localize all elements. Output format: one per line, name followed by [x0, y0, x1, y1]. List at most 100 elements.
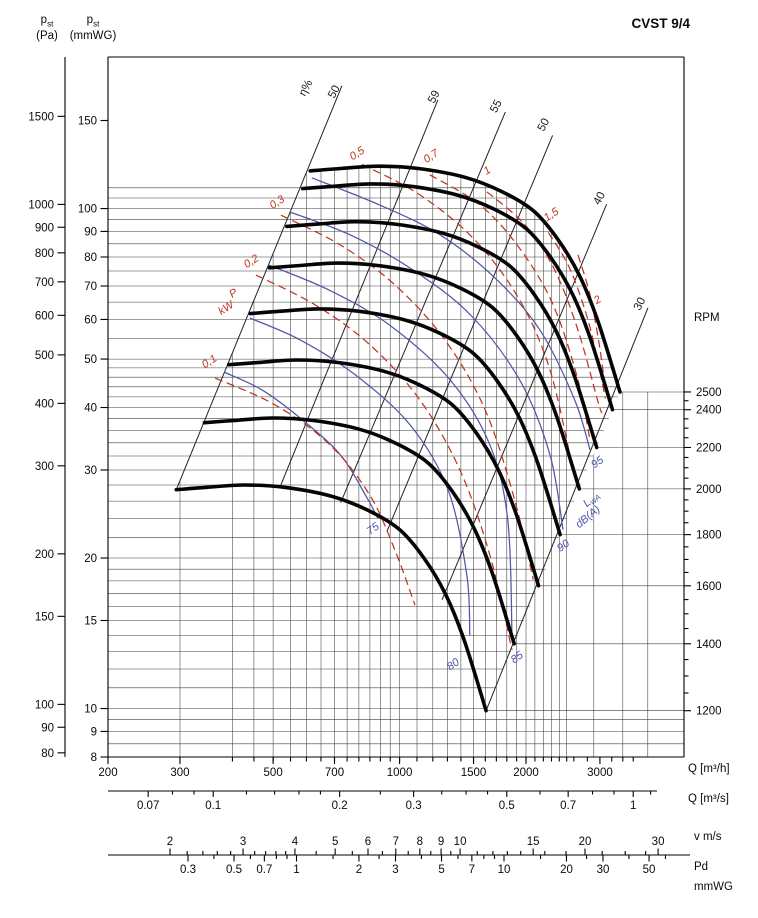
label-500: 500: [264, 767, 283, 779]
label-900: 900: [35, 222, 54, 234]
pa-symbol: p: [40, 14, 48, 26]
label-15: 15: [84, 615, 97, 627]
mmwg-symbol-sub: st: [93, 19, 100, 29]
unit-q-m3s: Q [m³/s]: [688, 793, 729, 805]
label-kW: kW: [216, 298, 237, 318]
label-90: 90: [555, 537, 573, 554]
label-150: 150: [35, 611, 54, 623]
label-9: 9: [91, 726, 97, 738]
rpm-curves: [174, 164, 622, 713]
pa-symbol-sub: st: [47, 19, 54, 29]
efficiency-line-30: [485, 307, 649, 711]
label-90: 90: [41, 722, 54, 734]
rpm-curve-2200: [285, 219, 599, 450]
mmwg-unit: (mmWG): [69, 30, 117, 43]
label-300: 300: [170, 767, 189, 779]
label-200: 200: [35, 549, 54, 561]
noise-curve-80: [249, 317, 471, 636]
label-2400: 2400: [696, 405, 722, 417]
label-10: 10: [84, 704, 97, 716]
label-100: 100: [78, 204, 97, 216]
pa-axis-header: pst (Pa): [26, 14, 68, 43]
label-1000: 1000: [387, 767, 413, 779]
unit-pd: Pd: [694, 861, 709, 873]
label-0,2: 0,2: [242, 252, 261, 270]
label-0,3: 0,3: [268, 193, 288, 212]
label-30: 30: [652, 836, 665, 848]
label-85: 85: [509, 649, 527, 666]
label-2000: 2000: [513, 767, 539, 779]
label-8: 8: [417, 836, 423, 848]
label-60: 60: [84, 314, 97, 326]
label-η%: η%: [297, 78, 315, 98]
label-0.7: 0.7: [256, 864, 272, 876]
label-3: 3: [392, 864, 398, 876]
label-1: 1: [630, 800, 636, 812]
efficiency-line-55: [340, 111, 506, 503]
label-75: 75: [365, 520, 383, 537]
label-1: 1: [293, 864, 299, 876]
label-15: 15: [527, 836, 540, 848]
rpm-curve-1800: [248, 307, 562, 537]
label-8: 8: [91, 752, 97, 764]
label-1800: 1800: [696, 530, 722, 542]
noise-curve-95: [311, 177, 591, 451]
label-20: 20: [579, 836, 592, 848]
rpm-axis-label: RPM: [694, 312, 720, 324]
label-1: 1: [481, 164, 493, 177]
label-0.5: 0.5: [226, 864, 242, 876]
power-curve-1: [486, 191, 603, 414]
label-40: 40: [84, 403, 97, 415]
label-80: 80: [84, 252, 97, 264]
label-4: 4: [292, 836, 299, 848]
label-7: 7: [469, 864, 475, 876]
label-40: 40: [591, 190, 608, 207]
label-600: 600: [35, 310, 54, 322]
label-700: 700: [325, 767, 344, 779]
label-5: 5: [332, 836, 338, 848]
label-50: 50: [84, 354, 97, 366]
label-300: 300: [35, 461, 54, 473]
noise-curves: [223, 177, 591, 636]
power-curves: [214, 163, 606, 651]
label-2200: 2200: [696, 442, 722, 454]
label-1400: 1400: [696, 639, 722, 651]
label-500: 500: [35, 350, 54, 362]
label-0.3: 0.3: [180, 864, 196, 876]
label-20: 20: [560, 864, 573, 876]
label-800: 800: [35, 248, 54, 260]
efficiency-lines: [175, 85, 649, 711]
efficiency-line-40: [441, 204, 608, 600]
power-curve-0,1: [214, 377, 416, 606]
label-1500: 1500: [461, 767, 487, 779]
label-400: 400: [35, 398, 54, 410]
label-80: 80: [41, 748, 54, 760]
noise-curve-90: [289, 211, 564, 530]
label-0.2: 0.2: [332, 800, 348, 812]
label-200: 200: [98, 767, 117, 779]
label-30: 30: [597, 864, 610, 876]
label-50: 50: [326, 83, 343, 100]
label-30: 30: [632, 296, 649, 313]
label-100: 100: [35, 699, 54, 711]
label-9: 9: [438, 836, 444, 848]
mmwg-symbol: p: [86, 14, 94, 26]
label-2000: 2000: [696, 484, 722, 496]
label-0.5: 0.5: [499, 800, 515, 812]
label-1200: 1200: [696, 706, 722, 718]
efficiency-line-50: [175, 85, 343, 490]
label-0.7: 0.7: [560, 800, 576, 812]
label-3000: 3000: [587, 767, 613, 779]
noise-curve-75: [223, 371, 379, 519]
label-1500: 1500: [28, 111, 54, 123]
label-0.1: 0.1: [205, 800, 221, 812]
unit-q-m3h: Q [m³/h]: [688, 763, 730, 775]
rpm-curve-1400: [202, 416, 516, 646]
label-10: 10: [498, 864, 511, 876]
rpm-curve-2000: [267, 261, 582, 491]
rpm-curve-1600: [226, 358, 541, 588]
label-59: 59: [426, 89, 443, 106]
